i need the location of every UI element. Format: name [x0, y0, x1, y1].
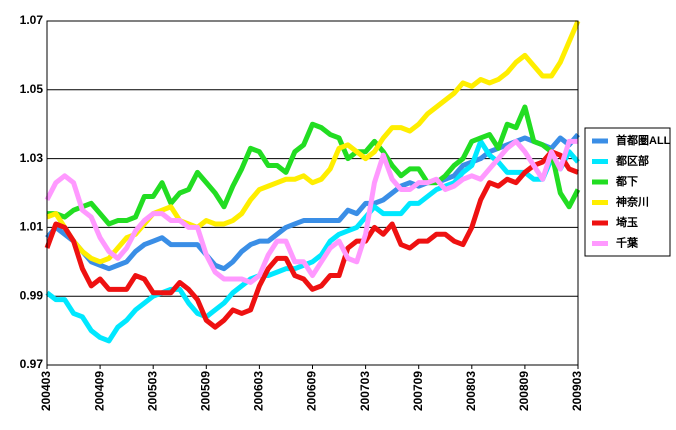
legend-box — [584, 127, 671, 257]
series-line — [44, 138, 578, 285]
x-tick-label: 200509 — [198, 371, 212, 411]
y-tick-label: 1.05 — [20, 82, 44, 96]
x-tick-label: 200803 — [464, 371, 478, 411]
x-tick-label: 200609 — [305, 371, 319, 411]
x-tick-label: 200503 — [145, 371, 159, 411]
x-tick-label: 200903 — [570, 371, 584, 411]
plot-area — [44, 20, 581, 366]
series-line — [47, 104, 581, 227]
legend-label: 千葉 — [616, 235, 639, 249]
x-tick-label: 200703 — [358, 371, 372, 411]
series-line — [44, 149, 579, 330]
legend-label: 埼玉 — [616, 215, 638, 229]
x-tick-label: 200603 — [252, 371, 266, 411]
y-tick-label: 1.01 — [20, 220, 44, 234]
y-tick-label: 0.99 — [20, 288, 44, 302]
series-line — [45, 138, 580, 344]
x-tick-label: 200409 — [92, 371, 106, 411]
plot-frame — [46, 20, 579, 366]
legend-label: 都区部 — [615, 153, 649, 167]
legend-label: 都下 — [615, 174, 638, 188]
y-tick-label: 1.03 — [20, 151, 44, 165]
x-tick-label: 200709 — [411, 371, 425, 411]
legend-label: 神奈川 — [616, 194, 649, 208]
x-tick-label: 200809 — [517, 371, 531, 411]
x-tick-label: 200403 — [39, 371, 53, 411]
y-tick-label: 1.07 — [20, 13, 44, 27]
y-tick-label: 0.97 — [20, 357, 44, 371]
legend-label: 首都圏ALL — [616, 133, 671, 147]
